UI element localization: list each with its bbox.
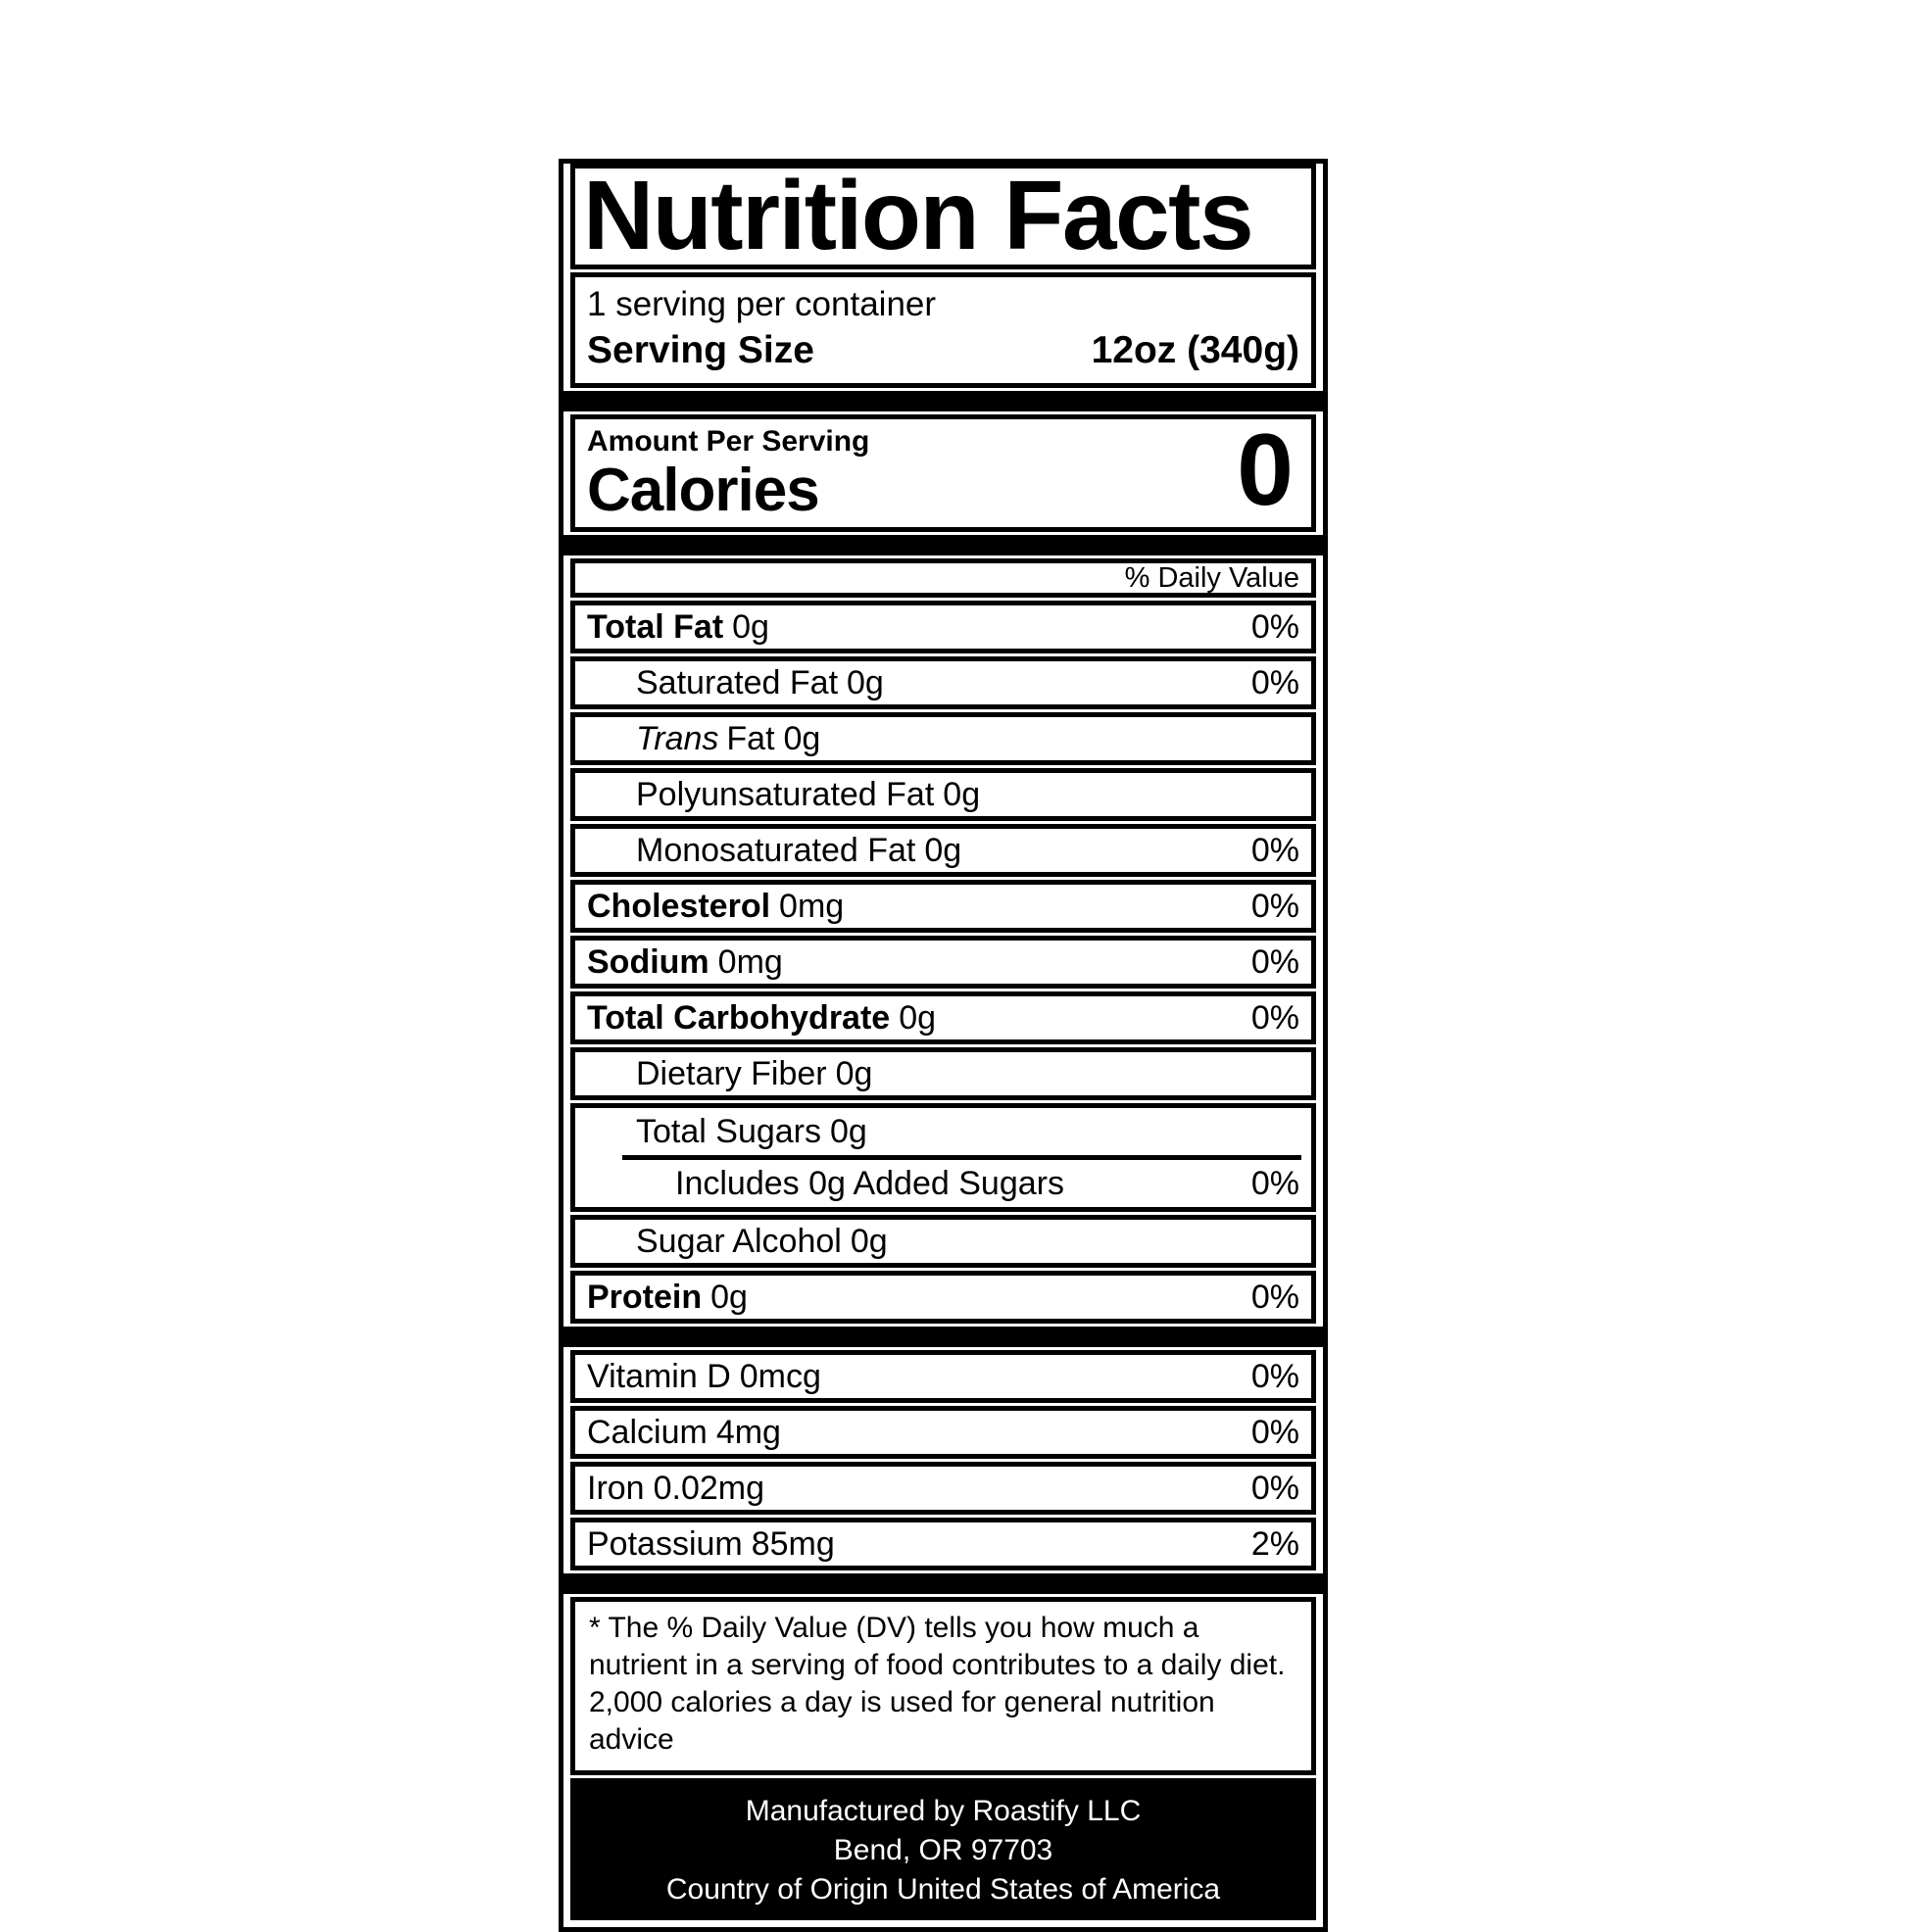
row-trans-fat: Trans Fat 0g — [570, 712, 1316, 765]
section-divider-bar — [563, 535, 1323, 555]
nutrient-percent: 0% — [1250, 1165, 1299, 1202]
nutrient-amount: 4mg — [715, 1414, 781, 1451]
nutrient-percent: 0% — [1250, 1414, 1299, 1451]
section-divider-bar — [563, 1327, 1323, 1347]
nutrient-amount: 0g — [835, 1055, 873, 1092]
nutrient-name: Polyunsaturated Fat — [636, 776, 935, 813]
nutrient-percent: 0% — [1250, 664, 1299, 701]
nutrient-name: Total Fat — [587, 608, 724, 646]
nutrient-name: Iron — [587, 1470, 645, 1507]
row-total-sugars: Total Sugars 0g — [575, 1108, 1311, 1155]
nutrient-name: Monosaturated Fat — [636, 832, 916, 869]
row-monosaturated-fat: Monosaturated Fat 0g 0% — [570, 824, 1316, 877]
row-vitamin-d: Vitamin D 0mcg 0% — [570, 1350, 1316, 1403]
nutrient-name: Sodium — [587, 943, 709, 981]
nutrient-amount: 0g — [830, 1113, 867, 1150]
row-calcium: Calcium 4mg 0% — [570, 1406, 1316, 1459]
nutrient-amount: 0g — [943, 776, 981, 813]
row-polyunsaturated-fat: Polyunsaturated Fat 0g — [570, 768, 1316, 821]
label-title: Nutrition Facts — [583, 161, 1254, 270]
nutrition-label: Nutrition Facts 1 serving per container … — [559, 159, 1328, 1932]
nutrient-percent: 0% — [1250, 1279, 1299, 1316]
section-divider-bar — [563, 1573, 1323, 1594]
nutrient-name: Includes 0g Added Sugars — [675, 1165, 1064, 1202]
sugars-box: Total Sugars 0g Includes 0g Added Sugars… — [570, 1103, 1316, 1212]
nutrient-percent: 2% — [1250, 1525, 1299, 1563]
nutrient-name: Dietary Fiber — [636, 1055, 827, 1092]
serving-info-box: 1 serving per container Serving Size 12o… — [570, 272, 1316, 388]
manufacturer-line: Manufactured by Roastify LLC — [745, 1795, 1142, 1827]
nutrient-name: Total Sugars — [636, 1113, 821, 1150]
nutrient-name: Saturated Fat — [636, 664, 839, 701]
nutrient-name: Calcium — [587, 1414, 708, 1451]
row-saturated-fat: Saturated Fat 0g 0% — [570, 656, 1316, 709]
daily-value-footnote: * The % Daily Value (DV) tells you how m… — [570, 1597, 1316, 1775]
nutrient-percent: 0% — [1250, 1470, 1299, 1507]
nutrient-name: Vitamin D — [587, 1358, 731, 1395]
row-dietary-fiber: Dietary Fiber 0g — [570, 1047, 1316, 1100]
row-total-carbohydrate: Total Carbohydrate 0g 0% — [570, 991, 1316, 1044]
nutrient-amount: 0mcg — [739, 1358, 821, 1395]
row-iron: Iron 0.02mg 0% — [570, 1462, 1316, 1515]
nutrient-name: Potassium — [587, 1525, 743, 1563]
manufacturer-address: Bend, OR 97703 — [833, 1834, 1053, 1866]
nutrient-name: Total Carbohydrate — [587, 999, 891, 1037]
manufacturer-info: Manufactured by Roastify LLC Bend, OR 97… — [570, 1778, 1316, 1920]
nutrient-amount: 0g — [710, 1279, 748, 1316]
amount-per-serving-label: Amount Per Serving — [587, 425, 870, 458]
row-cholesterol: Cholesterol 0mg 0% — [570, 880, 1316, 933]
row-total-fat: Total Fat 0g 0% — [570, 601, 1316, 653]
row-added-sugars: Includes 0g Added Sugars 0% — [575, 1160, 1311, 1207]
nutrient-amount: 0mg — [717, 943, 783, 981]
country-of-origin: Country of Origin United States of Ameri… — [665, 1873, 1221, 1906]
nutrient-amount: 85mg — [751, 1525, 835, 1563]
servings-per-container: 1 serving per container — [587, 285, 937, 323]
nutrient-amount: 0.02mg — [653, 1470, 764, 1507]
nutrient-amount: 0g — [732, 608, 769, 646]
nutrient-percent: 0% — [1250, 832, 1299, 869]
row-sugar-alcohol: Sugar Alcohol 0g — [570, 1215, 1316, 1268]
nutrient-percent: 0% — [1250, 999, 1299, 1037]
nutrient-amount: 0g — [850, 1223, 888, 1260]
section-divider-bar — [563, 391, 1323, 411]
nutrient-percent: 0% — [1250, 608, 1299, 646]
title-box: Nutrition Facts — [570, 164, 1316, 269]
nutrient-amount: 0g — [924, 832, 962, 869]
calories-value: 0 — [1237, 413, 1294, 527]
nutrient-amount: 0mg — [779, 888, 845, 925]
partial-rule — [622, 1155, 1301, 1160]
nutrient-name: Cholesterol — [587, 888, 771, 925]
nutrient-amount: 0g — [783, 720, 821, 757]
serving-size-label: Serving Size — [587, 329, 814, 371]
nutrient-name: Protein — [587, 1279, 703, 1316]
row-protein: Protein 0g 0% — [570, 1271, 1316, 1324]
calories-box: Amount Per Serving Calories 0 — [570, 414, 1316, 532]
nutrient-amount: 0g — [847, 664, 884, 701]
nutrient-percent: 0% — [1250, 943, 1299, 981]
row-potassium: Potassium 85mg 2% — [570, 1518, 1316, 1570]
serving-size-value: 12oz (340g) — [1091, 329, 1299, 371]
calories-label: Calories — [587, 457, 820, 524]
nutrient-name-italic: Trans — [636, 720, 719, 757]
nutrient-percent: 0% — [1250, 888, 1299, 925]
row-sodium: Sodium 0mg 0% — [570, 936, 1316, 989]
serving-size-row: Serving Size 12oz (340g) — [587, 326, 1299, 375]
nutrient-name: Fat — [726, 720, 775, 757]
nutrient-name: Sugar Alcohol — [636, 1223, 842, 1260]
nutrient-amount: 0g — [899, 999, 937, 1037]
daily-value-header: % Daily Value — [570, 558, 1316, 598]
nutrient-percent: 0% — [1250, 1358, 1299, 1395]
